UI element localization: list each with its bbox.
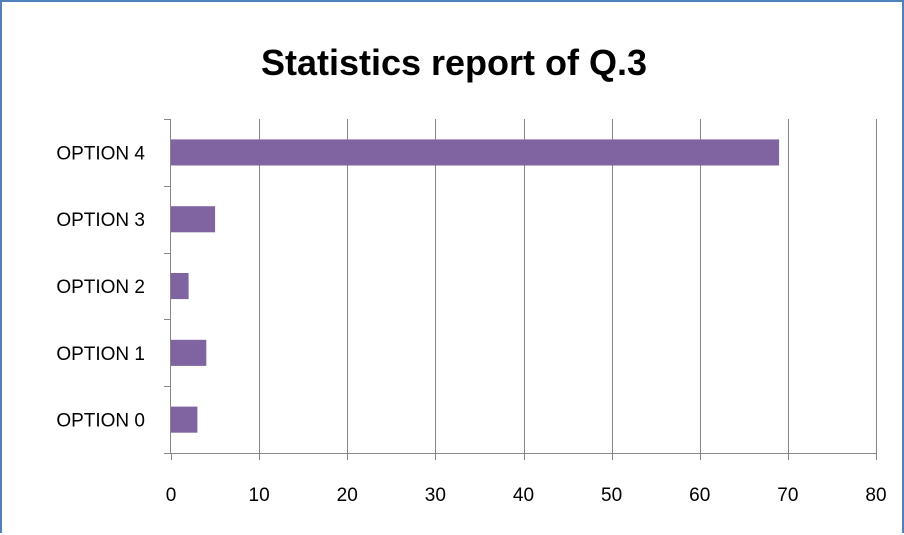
category-label: OPTION 3	[56, 210, 145, 231]
bar-option-2	[171, 273, 189, 300]
gridlines	[259, 119, 877, 453]
category-label: OPTION 4	[56, 143, 145, 164]
x-tick-label: 30	[425, 485, 446, 506]
category-label: OPTION 2	[56, 277, 145, 298]
axes	[164, 119, 877, 460]
bar-option-4	[171, 139, 780, 166]
chart-title: Statistics report of Q.3	[261, 42, 647, 83]
x-tick-label: 60	[689, 485, 710, 506]
x-tick-label: 80	[865, 485, 886, 506]
bars	[171, 139, 780, 433]
category-label: OPTION 0	[56, 411, 145, 432]
x-tick-label: 0	[166, 485, 177, 506]
x-tick-label: 70	[777, 485, 798, 506]
bar-option-1	[171, 339, 207, 366]
x-tick-label: 10	[249, 485, 270, 506]
x-tick-label: 20	[337, 485, 358, 506]
bar-option-3	[171, 206, 216, 233]
x-tick-label: 50	[601, 485, 622, 506]
tick-labels: OPTION 0 OPTION 1 OPTION 2 OPTION 3 OPTION 4…	[56, 143, 886, 506]
x-tick-label: 40	[513, 485, 534, 506]
category-label: OPTION 1	[56, 344, 145, 365]
bar-option-0	[171, 406, 198, 433]
